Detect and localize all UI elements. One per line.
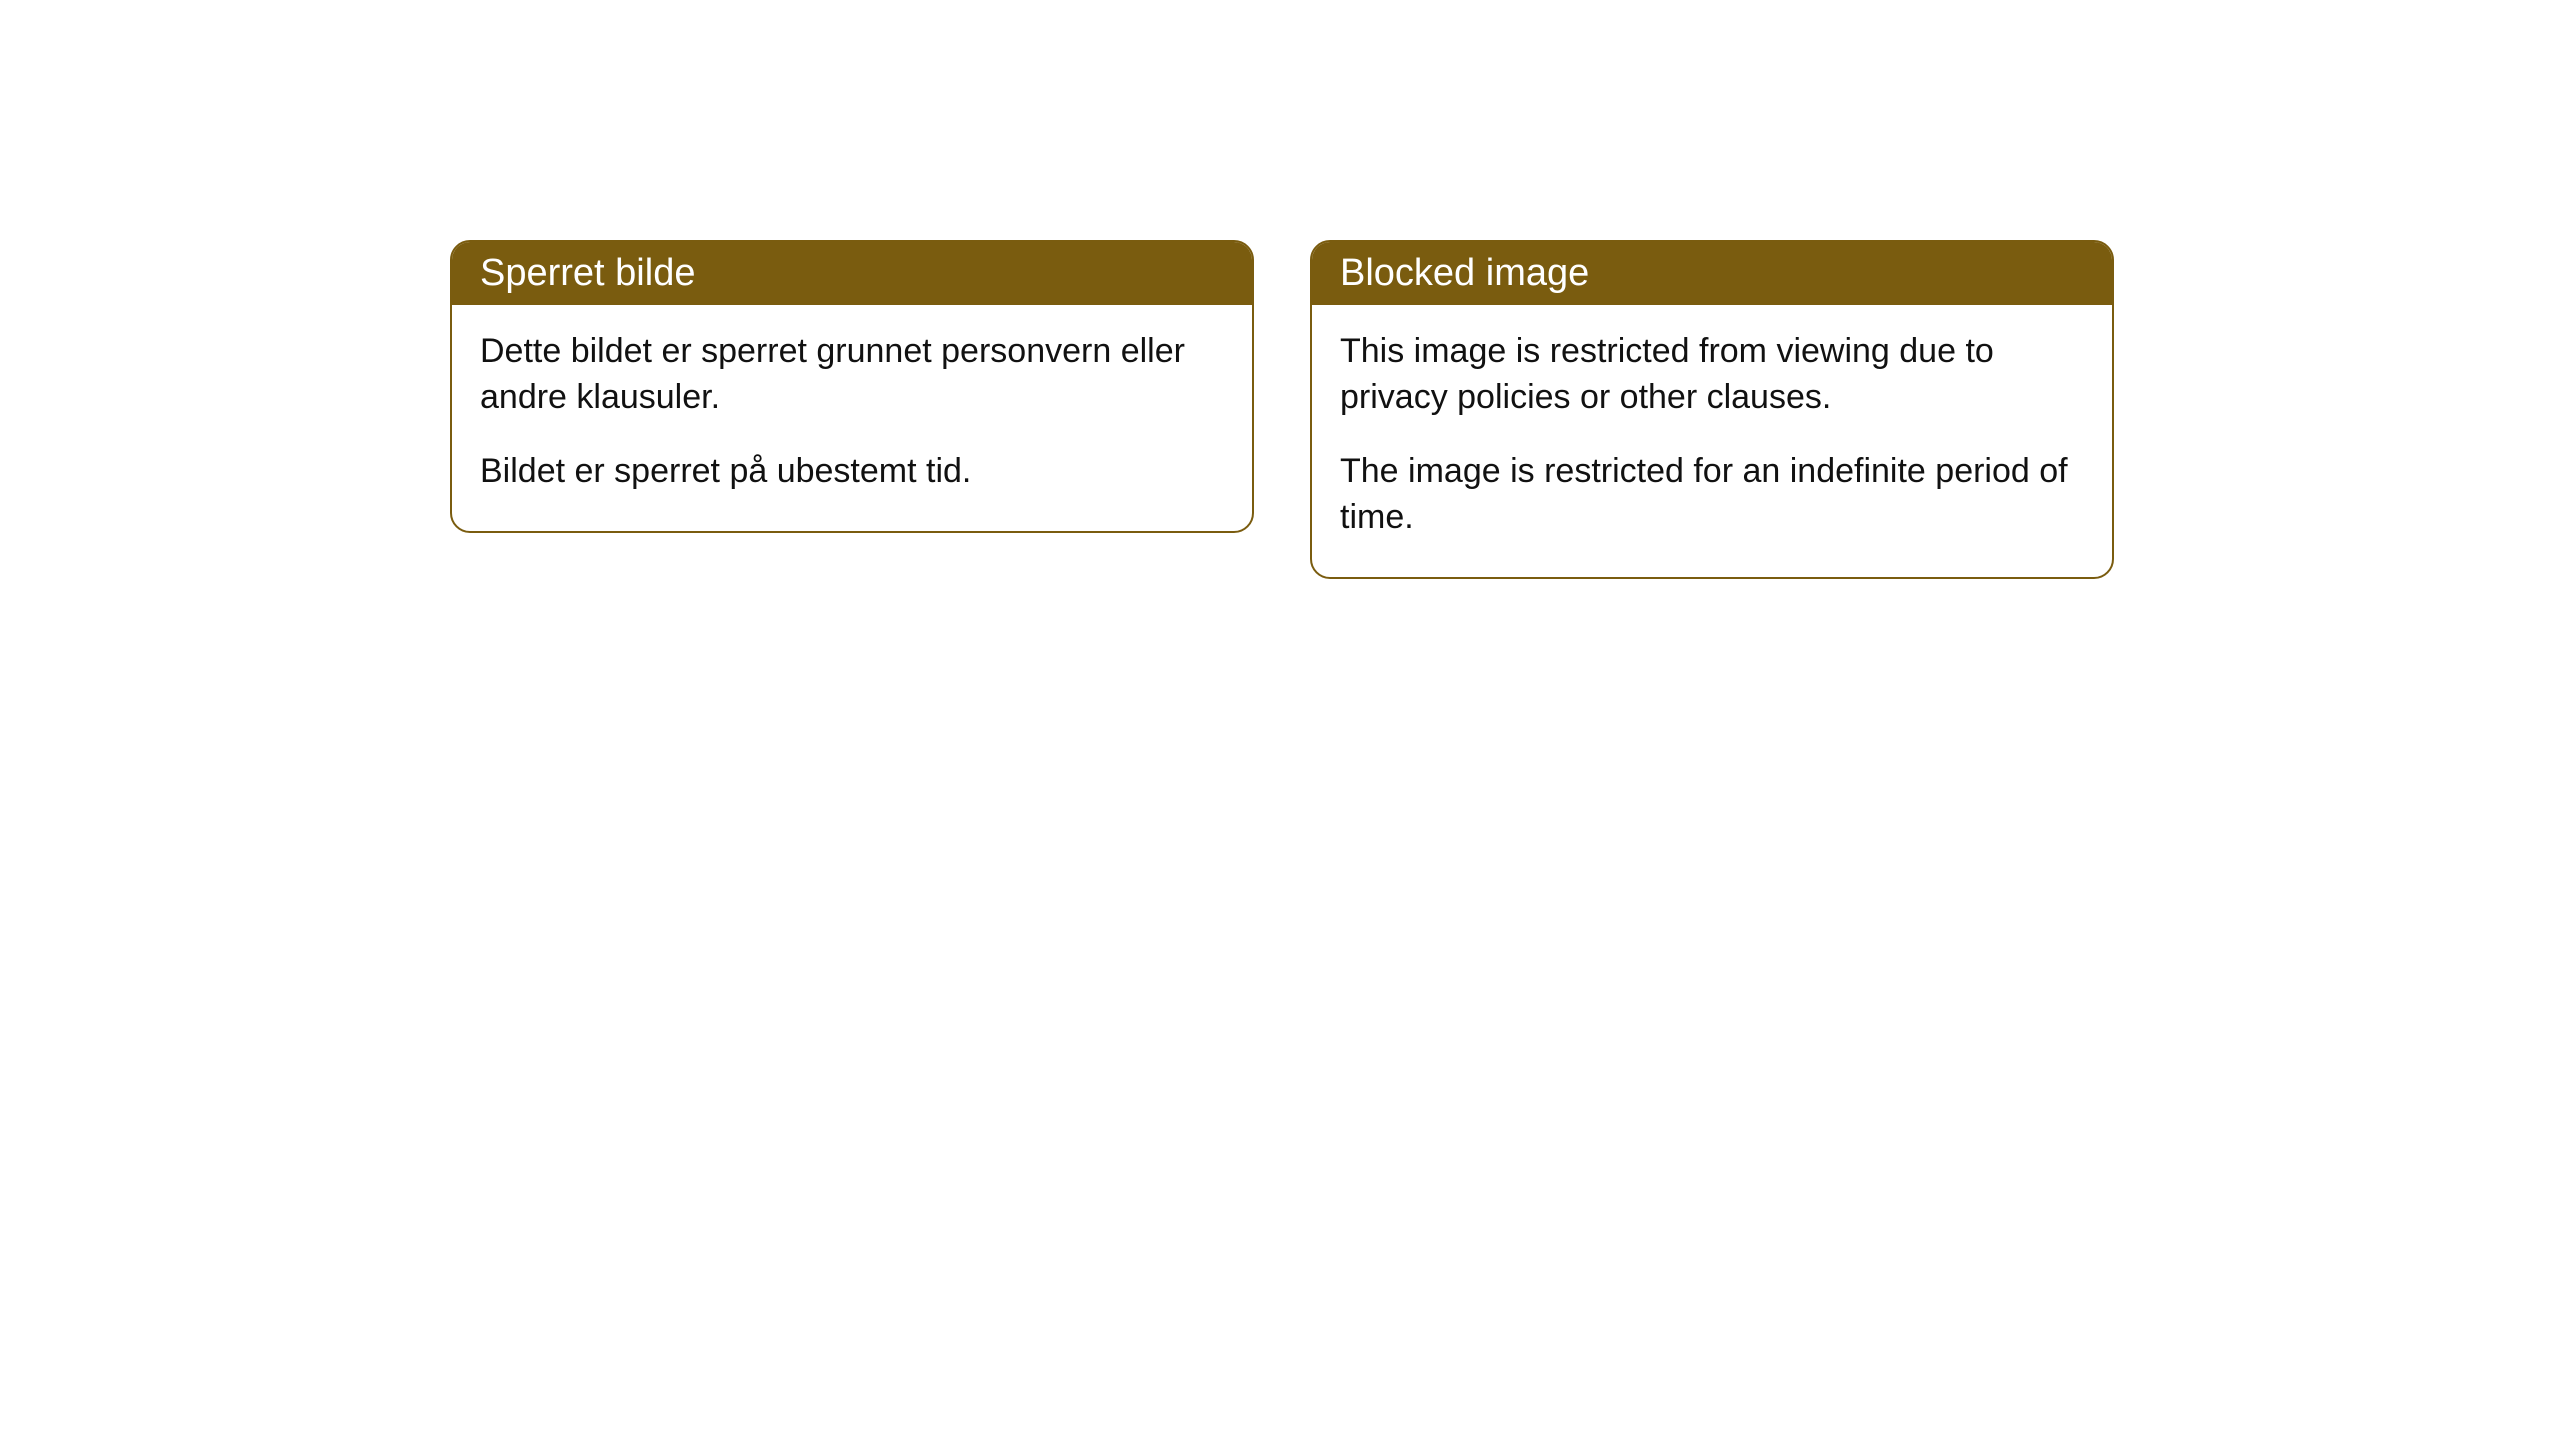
blocked-image-card-en: Blocked image This image is restricted f… (1310, 240, 2114, 579)
card-paragraph: The image is restricted for an indefinit… (1340, 449, 2084, 541)
card-paragraph: Bildet er sperret på ubestemt tid. (480, 449, 1224, 495)
card-header: Sperret bilde (452, 242, 1252, 305)
card-paragraph: This image is restricted from viewing du… (1340, 329, 2084, 421)
card-body: This image is restricted from viewing du… (1312, 305, 2112, 577)
cards-container: Sperret bilde Dette bildet er sperret gr… (0, 0, 2560, 579)
card-header: Blocked image (1312, 242, 2112, 305)
card-title: Blocked image (1340, 252, 1589, 294)
card-body: Dette bildet er sperret grunnet personve… (452, 305, 1252, 531)
card-paragraph: Dette bildet er sperret grunnet personve… (480, 329, 1224, 421)
blocked-image-card-no: Sperret bilde Dette bildet er sperret gr… (450, 240, 1254, 533)
card-title: Sperret bilde (480, 252, 695, 294)
